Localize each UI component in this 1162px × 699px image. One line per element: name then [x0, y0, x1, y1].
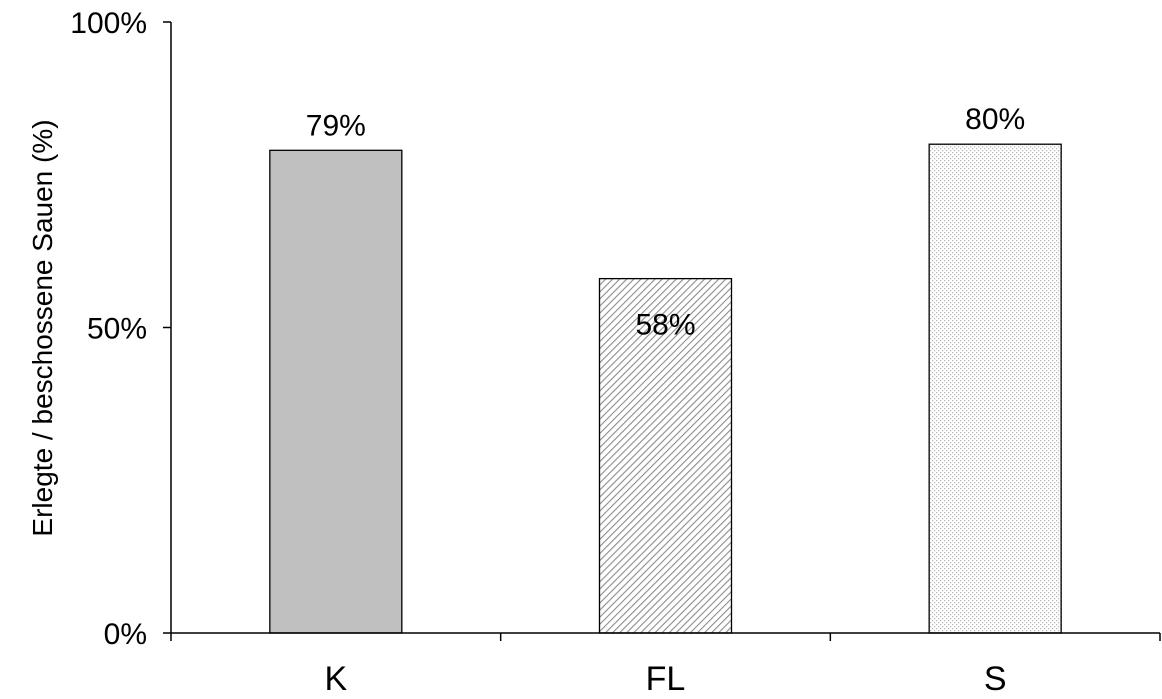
data-label-k: 79% — [306, 109, 366, 142]
x-tick-label-fl: FL — [646, 660, 686, 698]
data-label-s: 80% — [965, 103, 1025, 136]
x-tick-label-s: S — [984, 660, 1007, 698]
y-tick-label: 100% — [70, 7, 147, 40]
x-tick-label-k: K — [324, 660, 347, 698]
y-tick-label: 0% — [104, 618, 147, 651]
data-label-fl: 58% — [635, 309, 695, 342]
bar-s — [928, 143, 1062, 634]
bar-fl — [598, 277, 733, 634]
y-axis-title: Erlegte / beschossene Sauen (%) — [27, 119, 58, 536]
y-tick-label: 50% — [87, 313, 147, 346]
bar-k — [269, 149, 403, 634]
